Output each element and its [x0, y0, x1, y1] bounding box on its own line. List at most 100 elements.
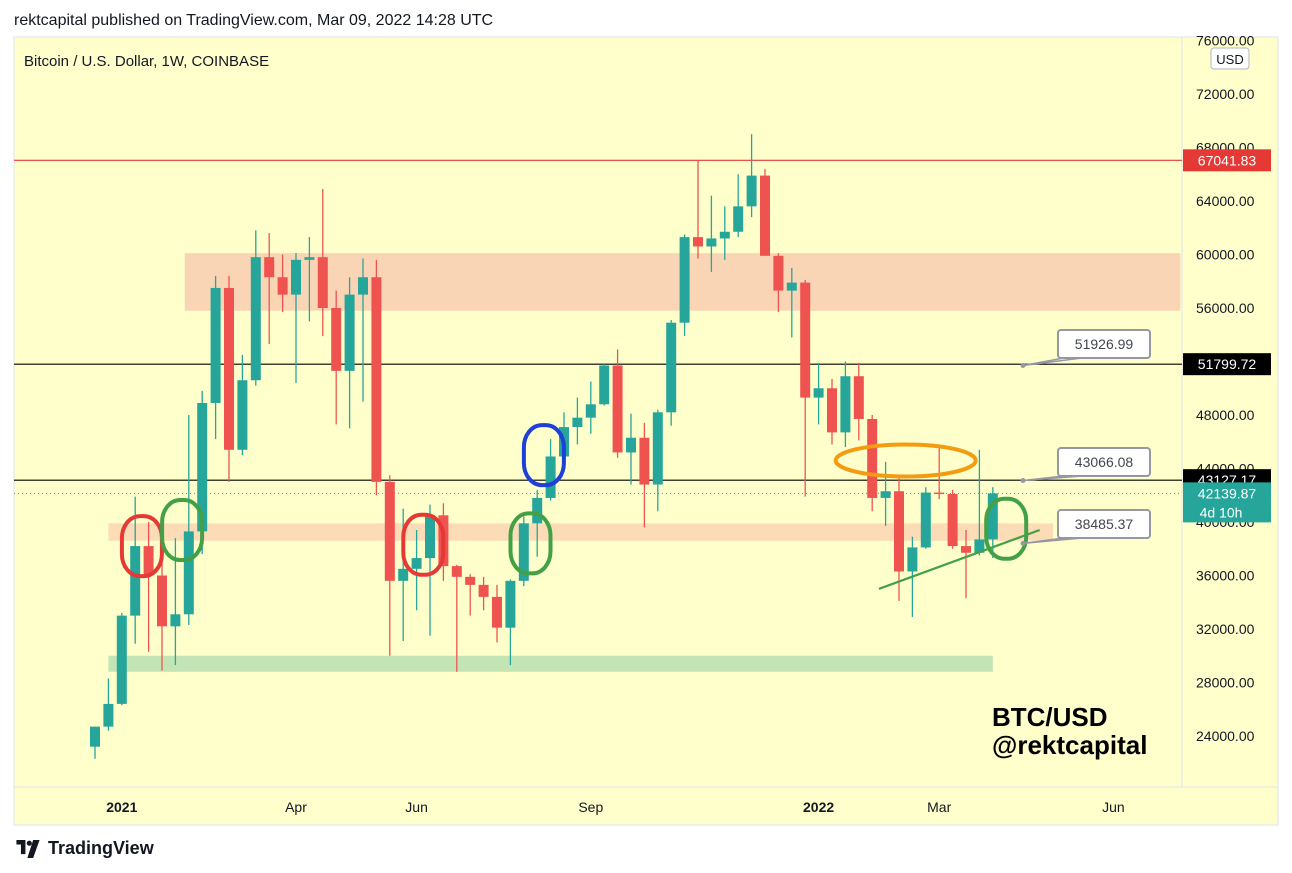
candle[interactable]: [961, 530, 971, 599]
candle[interactable]: [679, 234, 690, 337]
candle[interactable]: [532, 489, 543, 557]
candle[interactable]: [733, 174, 744, 238]
candle-body: [465, 576, 476, 585]
candle[interactable]: [224, 275, 234, 482]
callout-value: 43066.08: [1075, 454, 1134, 470]
candle[interactable]: [947, 489, 958, 549]
time-axis[interactable]: [13, 786, 1279, 826]
candle[interactable]: [492, 584, 502, 643]
candle[interactable]: [358, 258, 368, 402]
candle[interactable]: [652, 409, 663, 512]
candle[interactable]: [786, 267, 797, 338]
candle[interactable]: [277, 254, 288, 313]
candle[interactable]: [411, 530, 422, 611]
candle[interactable]: [693, 160, 703, 259]
candle-body: [103, 703, 114, 727]
candle[interactable]: [760, 168, 770, 256]
candle-body: [639, 437, 650, 485]
candle-body: [840, 376, 851, 433]
candle[interactable]: [425, 504, 435, 636]
candle[interactable]: [773, 253, 784, 313]
candle[interactable]: [384, 475, 395, 656]
candle[interactable]: [840, 361, 851, 448]
candle[interactable]: [478, 576, 489, 611]
candle-body: [719, 231, 730, 239]
candle-body: [813, 388, 824, 398]
candle[interactable]: [974, 449, 985, 556]
candle[interactable]: [451, 564, 462, 672]
candle[interactable]: [639, 423, 650, 528]
candle[interactable]: [304, 237, 315, 322]
tradingview-logo-icon: [16, 839, 40, 858]
candle[interactable]: [264, 233, 275, 345]
candle[interactable]: [827, 378, 837, 445]
candle-body: [291, 259, 301, 295]
candle[interactable]: [143, 522, 154, 652]
green-trendline[interactable]: [878, 528, 1041, 590]
price-callout[interactable]: 38485.37: [1020, 509, 1151, 546]
currency-badge[interactable]: [1210, 47, 1250, 70]
candle-body: [827, 388, 837, 433]
candle[interactable]: [719, 206, 730, 260]
circle-drawing[interactable]: [508, 511, 553, 576]
candle[interactable]: [371, 259, 382, 496]
candle[interactable]: [505, 579, 516, 666]
tradingview-footer[interactable]: TradingView: [14, 838, 154, 859]
circle-drawing[interactable]: [160, 498, 205, 563]
candle[interactable]: [183, 415, 194, 625]
candle[interactable]: [894, 476, 904, 601]
candle[interactable]: [518, 516, 529, 587]
symbol-title: Bitcoin / U.S. Dollar, 1W, COINBASE: [24, 53, 269, 70]
candle-body: [451, 566, 462, 577]
candle-body: [867, 419, 878, 498]
candle[interactable]: [250, 230, 261, 386]
candle[interactable]: [800, 279, 811, 497]
candle[interactable]: [599, 364, 610, 406]
candle-body: [760, 175, 770, 256]
candle[interactable]: [666, 320, 677, 426]
candle-body: [612, 365, 623, 453]
orange-ellipse-drawing[interactable]: [833, 442, 978, 479]
candle[interactable]: [130, 496, 141, 644]
candle[interactable]: [103, 678, 114, 731]
candle-body: [371, 277, 382, 482]
price-tick-label: 72000.00: [1196, 86, 1255, 102]
price-tag-label: 51799.72: [1198, 356, 1257, 372]
candle[interactable]: [934, 444, 945, 500]
candle[interactable]: [813, 362, 824, 425]
candle-body: [920, 492, 931, 548]
candle[interactable]: [210, 275, 221, 440]
candle[interactable]: [116, 612, 127, 706]
candle[interactable]: [746, 134, 757, 218]
candle[interactable]: [612, 349, 623, 458]
candle[interactable]: [585, 381, 596, 434]
candle[interactable]: [920, 487, 931, 549]
price-tick-label: 64000.00: [1196, 193, 1255, 209]
circle-drawing[interactable]: [521, 423, 566, 488]
candle[interactable]: [90, 726, 100, 759]
chart-pane[interactable]: [13, 36, 1183, 788]
candle[interactable]: [572, 397, 583, 445]
candle[interactable]: [331, 290, 342, 425]
price-tick-label: 32000.00: [1196, 621, 1255, 637]
circle-drawing[interactable]: [401, 512, 446, 577]
price-callout[interactable]: 51926.99: [1020, 329, 1151, 369]
candle[interactable]: [867, 415, 878, 512]
candle[interactable]: [626, 413, 636, 485]
candle-body: [974, 539, 985, 553]
circle-drawing[interactable]: [984, 496, 1029, 561]
candle-body: [210, 287, 221, 403]
candle[interactable]: [853, 362, 864, 441]
candle[interactable]: [545, 439, 556, 501]
candle[interactable]: [237, 354, 248, 456]
candle[interactable]: [317, 188, 328, 337]
candle[interactable]: [880, 461, 891, 527]
candle[interactable]: [291, 253, 301, 383]
candle[interactable]: [157, 543, 167, 671]
candle[interactable]: [465, 574, 476, 616]
candle[interactable]: [706, 195, 717, 272]
price-callout[interactable]: 43066.08: [1020, 447, 1151, 484]
candle[interactable]: [344, 277, 355, 429]
horizontal-lines-layer: [14, 159, 1182, 494]
